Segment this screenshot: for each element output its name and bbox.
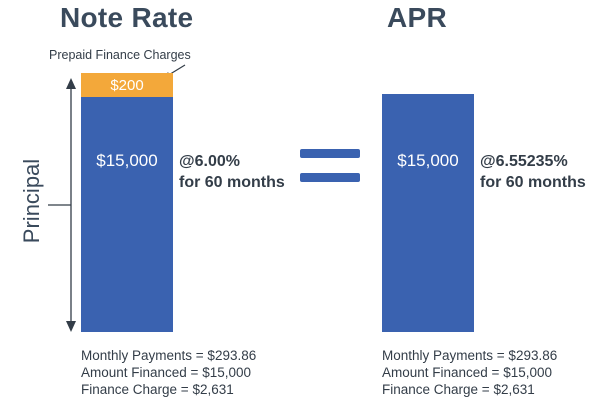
equals-top-bar xyxy=(300,149,360,158)
prepaid-amount: $200 xyxy=(110,76,144,94)
principal-axis-label: Principal xyxy=(19,158,44,244)
apr-amount-financed: Amount Financed = $15,000 xyxy=(382,365,552,380)
apr-rate: @6.55235% for 60 months xyxy=(480,151,586,193)
apr-monthly-payments: Monthly Payments = $293.86 xyxy=(382,348,558,363)
note-rate-percent: @6.00% xyxy=(179,153,240,170)
prepaid-charges-bar: $200 xyxy=(81,73,173,97)
note-rate-monthly-payments: Monthly Payments = $293.86 xyxy=(81,348,257,363)
note-rate-term: for 60 months xyxy=(179,174,285,191)
apr-stats: Monthly Payments = $293.86 Amount Financ… xyxy=(382,347,557,398)
apr-principal-bar xyxy=(382,94,474,332)
apr-principal-amount: $15,000 xyxy=(397,151,459,170)
note-rate-principal-amount: $15,000 xyxy=(96,151,158,170)
note-rate-stats: Monthly Payments = $293.86 Amount Financ… xyxy=(81,347,256,398)
apr-title: APR xyxy=(387,2,448,33)
note-rate-finance-charge: Finance Charge = $2,631 xyxy=(81,382,234,397)
apr-term: for 60 months xyxy=(480,174,586,191)
note-rate-principal-bar xyxy=(81,97,173,332)
note-rate-amount-financed: Amount Financed = $15,000 xyxy=(81,365,251,380)
apr-percent: @6.55235% xyxy=(480,153,568,170)
note-rate-rate: @6.00% for 60 months xyxy=(179,151,285,193)
note-rate-title: Note Rate xyxy=(60,2,194,33)
equals-bottom-bar xyxy=(300,173,360,182)
apr-finance-charge: Finance Charge = $2,631 xyxy=(382,382,535,397)
prepaid-finance-charges-label: Prepaid Finance Charges xyxy=(49,48,191,62)
principal-axis-arrow xyxy=(48,78,76,332)
equals-sign xyxy=(300,149,360,185)
